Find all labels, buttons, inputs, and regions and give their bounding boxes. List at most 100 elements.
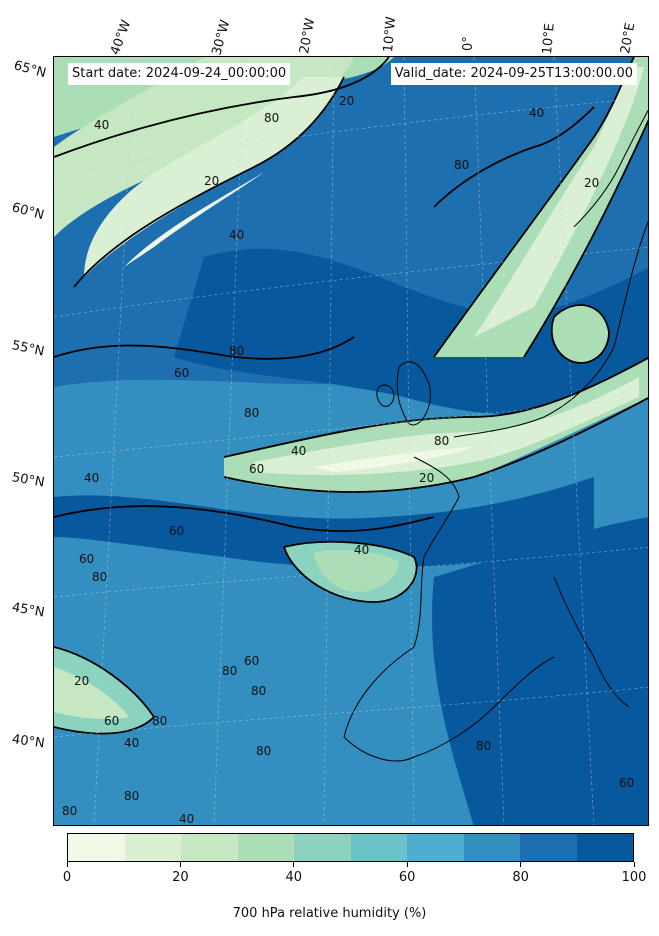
contour-label: 80 <box>229 344 244 358</box>
dry-pocket-baltic <box>551 305 609 363</box>
contour-label: 60 <box>79 552 94 566</box>
contour-label: 80 <box>152 714 167 728</box>
colorbar-tick-label: 60 <box>398 870 416 885</box>
contour-line <box>282 540 418 603</box>
contour-line <box>54 505 435 532</box>
contour-line <box>73 76 345 288</box>
contour-line <box>223 397 648 493</box>
contour-line <box>223 357 648 458</box>
contour-label: 20 <box>204 174 219 188</box>
longitude-label: 30°W <box>209 18 234 57</box>
contour-label: 80 <box>92 570 107 584</box>
coastline-france-iberia <box>343 456 555 762</box>
longitude-label: 10°W <box>381 15 400 53</box>
colorbar <box>67 833 634 862</box>
colorbar-tick-label: 20 <box>172 870 189 885</box>
contour-label: 80 <box>454 158 469 172</box>
contour-label: 80 <box>264 111 279 125</box>
colorbar-segment <box>407 834 464 861</box>
colorbar-tick-label: 100 <box>621 870 647 885</box>
contour-line <box>54 336 355 360</box>
contour-label: 40 <box>229 228 244 242</box>
colorbar-tick <box>66 862 68 867</box>
longitude-label: 20°E <box>618 21 639 56</box>
dry-band-frontal-min <box>314 447 474 472</box>
longitude-label: 20°W <box>297 17 319 55</box>
latitude-label: 45°N <box>10 600 46 621</box>
colorbar-segment <box>237 834 294 861</box>
humidity-field-deep-north <box>174 248 648 415</box>
latitude-label: 55°N <box>10 338 46 360</box>
contour-line <box>433 57 635 358</box>
contour-label: 60 <box>619 776 634 790</box>
colorbar-segment <box>463 834 520 861</box>
map-panel: 20 20 20 20 20 40 40 40 40 40 40 40 40 6… <box>53 56 649 826</box>
contour-label: 40 <box>354 543 369 557</box>
humidity-field-deep-southeast <box>432 517 648 825</box>
dry-band-northwest-min <box>124 172 264 267</box>
graticule <box>54 57 648 825</box>
latitude-label: 65°N <box>12 58 48 82</box>
longitude-label: 0° <box>461 36 476 51</box>
contour-label: 60 <box>249 462 264 476</box>
latitude-label: 40°N <box>10 732 46 752</box>
colorbar-tick <box>406 862 408 867</box>
latitude-label: 60°N <box>10 200 46 224</box>
coastline-ireland <box>376 384 395 407</box>
longitude-label: 40°W <box>107 18 135 57</box>
colorbar-tick-label: 0 <box>62 870 72 885</box>
longitude-label: 10°E <box>540 22 558 56</box>
contour-label: 60 <box>244 654 259 668</box>
contour-label: 20 <box>339 94 354 108</box>
contour-label: 60 <box>169 524 184 538</box>
colorbar-segment <box>576 834 633 861</box>
contour-label-group: 20 20 20 20 20 40 40 40 40 40 40 40 40 6… <box>62 94 634 826</box>
colorbar-tick <box>179 862 181 867</box>
dry-band-frontal-core <box>254 377 639 475</box>
contour-label: 20 <box>584 176 599 190</box>
contour-label: 40 <box>291 444 306 458</box>
colorbar-tick-label: 80 <box>512 870 529 885</box>
colorbar-tick <box>293 862 295 867</box>
colorbar-tick-label: 40 <box>285 870 303 885</box>
contour-label: 80 <box>124 789 139 803</box>
dry-pocket-biscay-core <box>314 550 399 592</box>
contour-label: 80 <box>251 684 266 698</box>
humidity-field-deep-atlantic <box>54 477 594 568</box>
contour-label: 40 <box>94 118 109 132</box>
colorbar-segment <box>181 834 238 861</box>
contour-line <box>523 119 648 358</box>
start-date-label: Start date: 2024-09-24_00:00:00 <box>68 63 291 85</box>
colorbar-tick <box>633 862 635 867</box>
colorbar-title: 700 hPa relative humidity (%) <box>232 906 427 921</box>
colorbar-segment <box>294 834 351 861</box>
humidity-map: 20 20 20 20 20 40 40 40 40 40 40 40 40 6… <box>54 57 648 826</box>
contour-label: 80 <box>244 406 259 420</box>
colorbar-segment <box>350 834 407 861</box>
contour-label: 60 <box>104 714 119 728</box>
contour-lines <box>54 57 648 735</box>
contour-label: 80 <box>62 804 77 818</box>
contour-label: 60 <box>174 366 189 380</box>
contour-label: 80 <box>434 434 449 448</box>
coastline-britain <box>396 361 431 426</box>
coastline-europe-north <box>453 220 648 438</box>
colorbar-segment <box>68 834 125 861</box>
colorbar-segment <box>124 834 181 861</box>
colorbar-segment <box>520 834 577 861</box>
dry-band-southwest-core <box>54 667 129 720</box>
contour-label: 40 <box>84 471 99 485</box>
colorbar-tick <box>520 862 522 867</box>
contour-label: 80 <box>256 744 271 758</box>
contour-label: 40 <box>124 736 139 750</box>
contour-label: 40 <box>179 812 194 826</box>
coastline-italy <box>553 576 630 708</box>
contour-label: 20 <box>419 471 434 485</box>
contour-label: 80 <box>222 664 237 678</box>
coastline-scandinavia <box>573 109 648 228</box>
dry-band-northwest-core <box>84 77 344 277</box>
dry-band-northeast-core <box>474 67 644 337</box>
valid-date-label: Valid_date: 2024-09-25T13:00:00.00 <box>390 63 637 85</box>
latitude-label: 50°N <box>10 470 46 491</box>
contour-line <box>550 304 610 364</box>
